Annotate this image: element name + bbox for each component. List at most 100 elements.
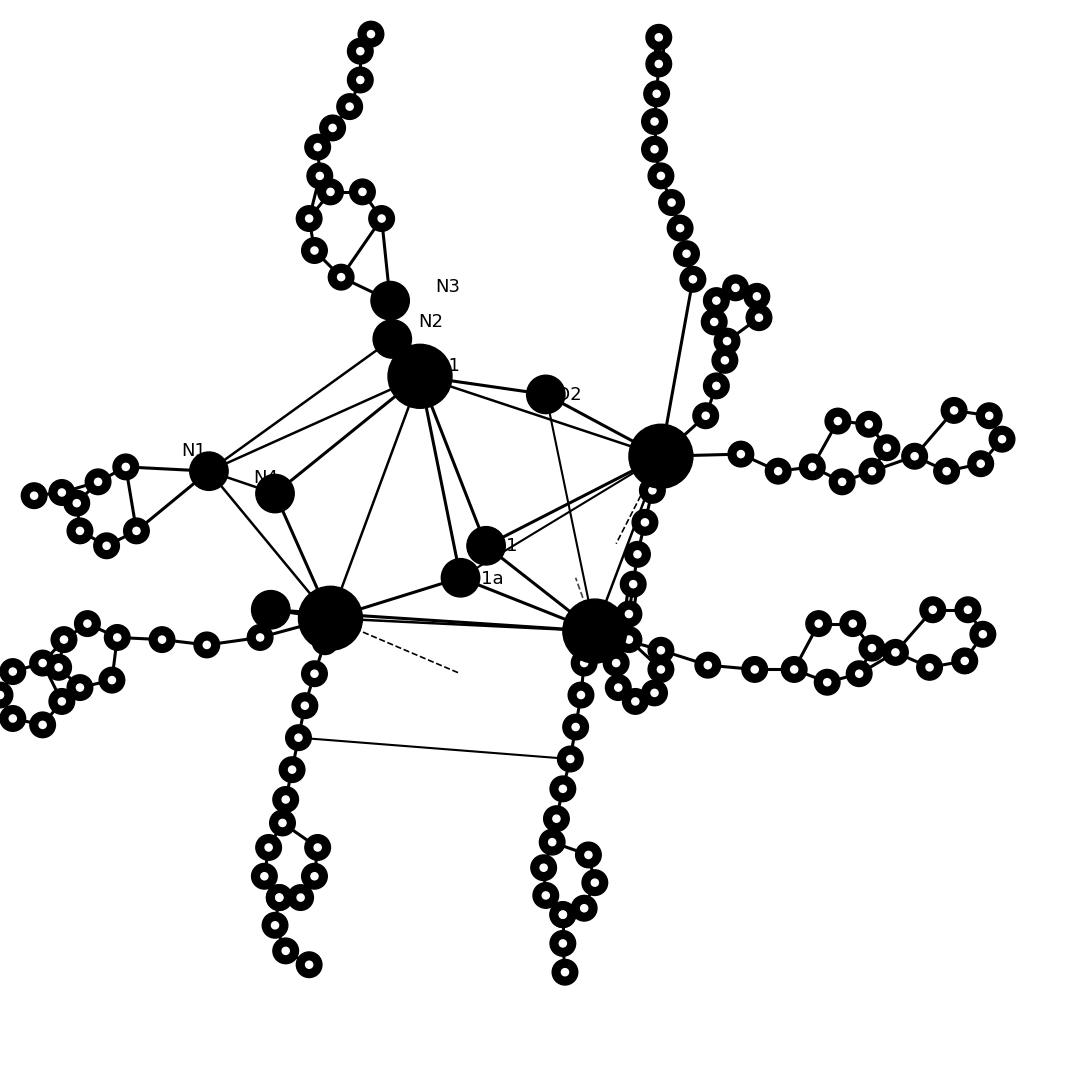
Circle shape [30, 650, 55, 676]
Circle shape [296, 206, 322, 231]
Circle shape [568, 682, 594, 708]
Circle shape [605, 675, 631, 700]
Circle shape [571, 650, 597, 676]
Text: O1a: O1a [467, 570, 503, 588]
Circle shape [204, 642, 210, 648]
Circle shape [77, 528, 83, 534]
Circle shape [581, 905, 587, 911]
Circle shape [690, 276, 696, 282]
Circle shape [859, 458, 885, 484]
Circle shape [0, 706, 26, 731]
Circle shape [49, 480, 75, 505]
Circle shape [713, 383, 720, 389]
Circle shape [51, 627, 77, 652]
Circle shape [815, 620, 822, 627]
Circle shape [581, 660, 587, 666]
Circle shape [305, 134, 330, 160]
Circle shape [74, 500, 80, 506]
Circle shape [61, 636, 67, 643]
Circle shape [553, 815, 560, 822]
Circle shape [540, 865, 547, 871]
Circle shape [616, 627, 642, 652]
Circle shape [625, 542, 650, 567]
Circle shape [544, 806, 569, 831]
Circle shape [917, 655, 942, 680]
Circle shape [951, 407, 957, 414]
Circle shape [549, 839, 555, 845]
Circle shape [651, 690, 658, 696]
Circle shape [829, 469, 855, 495]
Circle shape [328, 264, 354, 290]
Circle shape [562, 969, 568, 975]
Circle shape [279, 820, 286, 826]
Circle shape [312, 629, 338, 655]
Circle shape [714, 328, 740, 354]
Circle shape [314, 844, 321, 851]
Circle shape [348, 38, 373, 64]
Circle shape [902, 443, 927, 469]
Circle shape [266, 885, 292, 910]
Circle shape [289, 766, 295, 773]
Circle shape [318, 179, 343, 205]
Text: O2: O2 [556, 386, 582, 404]
Circle shape [738, 451, 744, 457]
Circle shape [373, 320, 411, 358]
Circle shape [262, 912, 288, 938]
Circle shape [369, 206, 394, 231]
Circle shape [288, 885, 313, 910]
Circle shape [642, 680, 667, 706]
Circle shape [744, 284, 770, 309]
Text: N1: N1 [181, 442, 206, 461]
Circle shape [252, 591, 290, 629]
Circle shape [800, 454, 825, 480]
Circle shape [388, 344, 452, 408]
Circle shape [75, 611, 100, 636]
Circle shape [563, 714, 588, 740]
Circle shape [585, 852, 592, 858]
Circle shape [276, 894, 282, 901]
Circle shape [95, 479, 101, 485]
Circle shape [649, 487, 656, 494]
Text: N2: N2 [418, 313, 442, 332]
Circle shape [926, 664, 933, 671]
Circle shape [704, 288, 729, 313]
Circle shape [123, 464, 129, 470]
Circle shape [616, 601, 642, 627]
Circle shape [311, 671, 318, 677]
Circle shape [642, 109, 667, 134]
Circle shape [883, 640, 908, 665]
Circle shape [746, 305, 772, 330]
Circle shape [270, 810, 295, 836]
Circle shape [658, 173, 664, 179]
Circle shape [297, 894, 304, 901]
Circle shape [752, 666, 758, 673]
Circle shape [346, 103, 353, 110]
Circle shape [825, 408, 851, 434]
Circle shape [668, 199, 675, 206]
Circle shape [560, 786, 566, 792]
Circle shape [693, 403, 718, 429]
Circle shape [626, 611, 632, 617]
Circle shape [659, 190, 684, 215]
Circle shape [640, 478, 665, 503]
Circle shape [552, 959, 578, 985]
Circle shape [94, 533, 119, 559]
Circle shape [658, 647, 664, 653]
Circle shape [839, 479, 845, 485]
Circle shape [648, 657, 674, 682]
Circle shape [302, 238, 327, 263]
Circle shape [856, 411, 882, 437]
Circle shape [892, 649, 899, 656]
Circle shape [64, 490, 90, 516]
Circle shape [884, 445, 890, 451]
Circle shape [846, 661, 872, 687]
Circle shape [265, 844, 272, 851]
Circle shape [368, 31, 374, 37]
Circle shape [560, 940, 566, 947]
Circle shape [371, 281, 409, 320]
Text: N3: N3 [435, 278, 459, 296]
Circle shape [314, 144, 321, 150]
Circle shape [856, 671, 862, 677]
Circle shape [305, 835, 330, 860]
Circle shape [257, 634, 263, 641]
